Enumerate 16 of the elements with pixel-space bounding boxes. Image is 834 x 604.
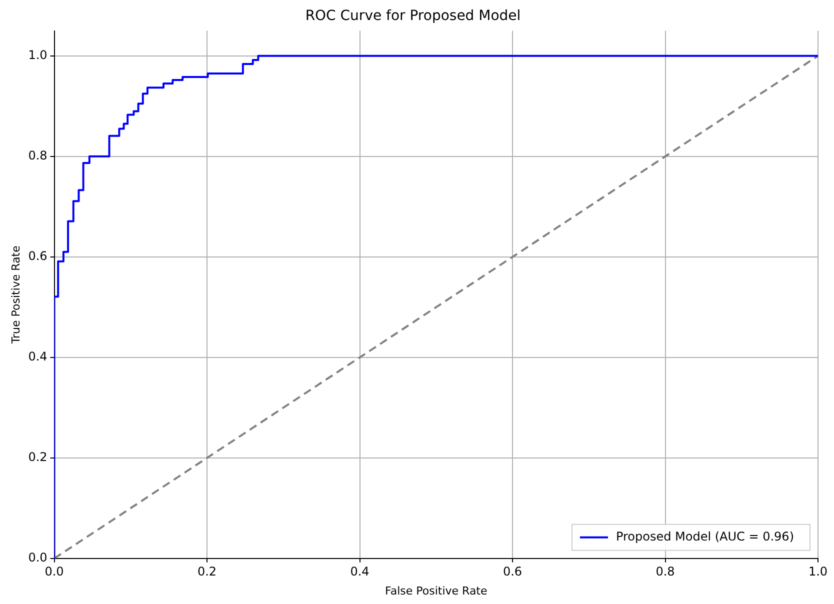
y-tick-label: 1.0: [28, 48, 48, 62]
y-tick-label: 0.8: [28, 148, 48, 163]
y-tick-label: 0.0: [28, 550, 48, 565]
legend-label: Proposed Model (AUC = 0.96): [616, 530, 794, 544]
y-tick-label: 0.2: [28, 450, 48, 464]
x-tick-label: 0.2: [197, 564, 217, 579]
x-tick-label: 0.6: [502, 564, 522, 579]
x-tick-label: 0.8: [656, 564, 675, 579]
chart-title: ROC Curve for Proposed Model: [305, 8, 521, 24]
y-axis-title: True Positive Rate: [9, 245, 22, 345]
y-tick-label: 0.6: [28, 249, 48, 264]
x-tick-label: 0.4: [350, 564, 370, 579]
x-tick-label: 1.0: [808, 564, 828, 579]
x-axis-title: False Positive Rate: [385, 584, 488, 598]
y-tick-label: 0.4: [28, 350, 48, 364]
x-tick-label: 0.0: [44, 564, 64, 579]
